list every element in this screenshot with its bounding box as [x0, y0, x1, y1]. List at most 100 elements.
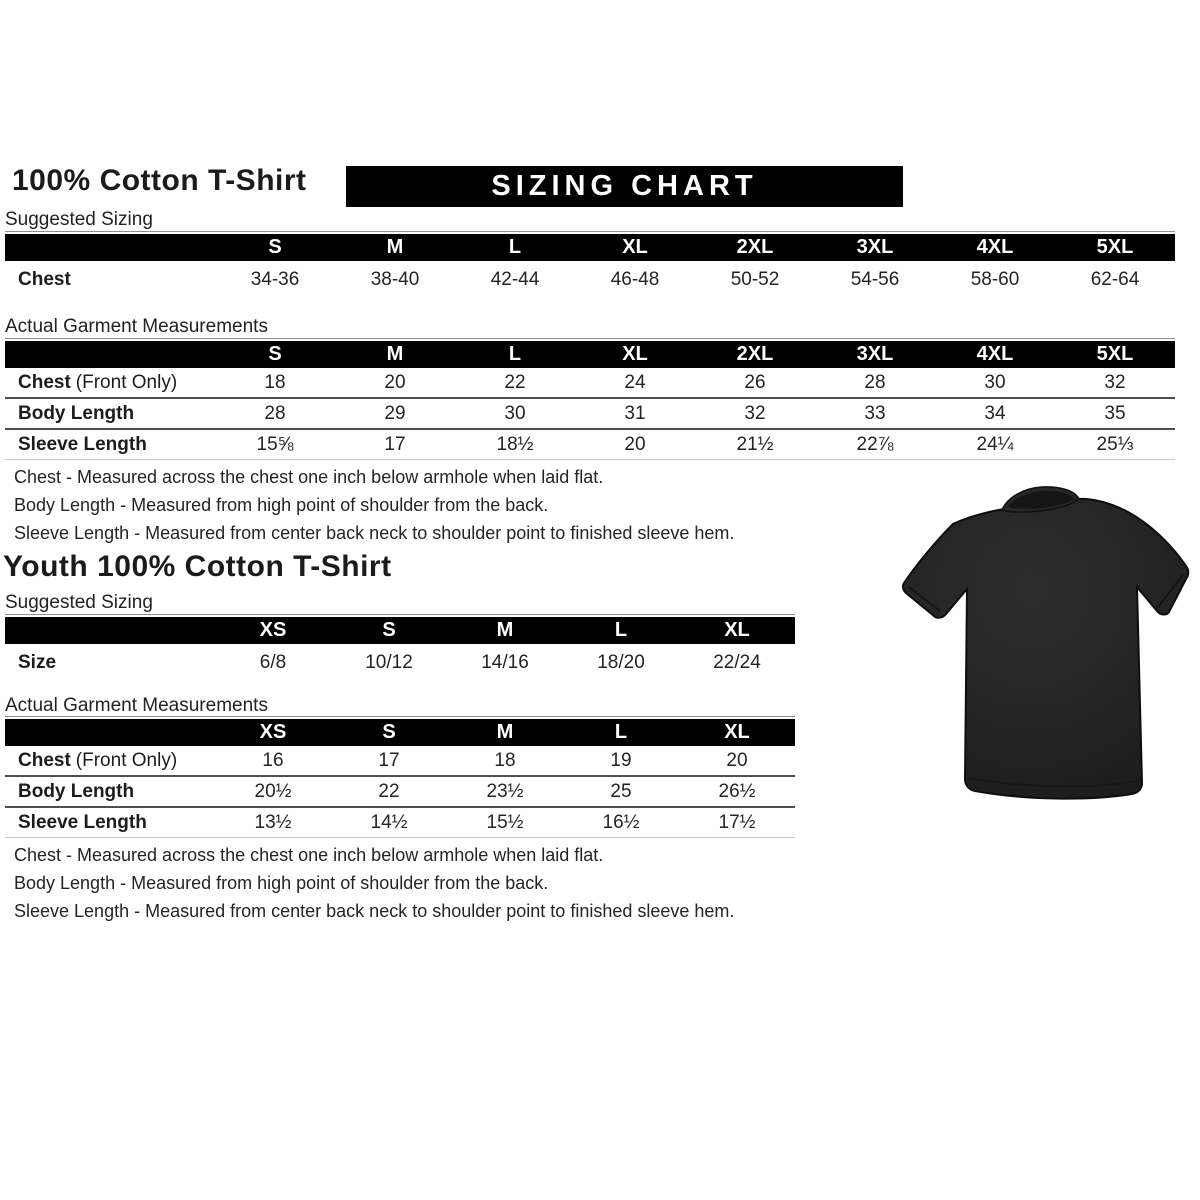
cell: 31: [575, 397, 695, 429]
cell: 18: [494, 749, 516, 771]
column-header: XS: [215, 719, 331, 746]
cell: 20: [575, 428, 695, 460]
cell: 17: [378, 749, 400, 771]
cell: 30: [455, 397, 575, 429]
column-header: S: [215, 234, 335, 261]
cell: 34: [935, 397, 1055, 429]
header-spacer: [5, 341, 215, 368]
cell: 24: [624, 371, 646, 393]
youth-actual-header-row: XS S M L XL: [5, 719, 795, 746]
cell: 32: [1104, 371, 1126, 393]
cell: 10/12: [365, 651, 413, 673]
cell: 50-52: [730, 268, 780, 290]
row-label: Chest (Front Only): [18, 371, 178, 393]
youth-suggested-header-row: XS S M L XL: [5, 617, 795, 644]
cell: 38-40: [370, 268, 420, 290]
column-header: L: [455, 234, 575, 261]
column-header: 3XL: [815, 341, 935, 368]
column-header: M: [447, 719, 563, 746]
column-header: M: [447, 617, 563, 644]
cell: 16: [262, 749, 284, 771]
cell: 15⅝: [215, 428, 335, 460]
cell: 33: [815, 397, 935, 429]
column-header: XS: [215, 617, 331, 644]
column-header: 2XL: [695, 341, 815, 368]
note-sleeve-length: Sleeve Length - Measured from center bac…: [14, 523, 735, 543]
column-header: XL: [679, 719, 795, 746]
column-header: S: [215, 341, 335, 368]
adult-sleeve-length-row: Sleeve Length 15⅝ 17 18½ 20 21½ 22⅞ 24¼ …: [5, 428, 1175, 460]
sizing-chart-banner: SIZING CHART: [346, 166, 903, 207]
cell: 54-56: [850, 268, 900, 290]
note-chest: Chest - Measured across the chest one in…: [14, 845, 604, 865]
cell: 25: [563, 775, 679, 807]
note-sleeve-length: Sleeve Length - Measured from center bac…: [14, 901, 735, 921]
header-spacer: [5, 617, 215, 644]
adult-measurement-notes: Chest - Measured across the chest one in…: [14, 463, 734, 547]
cell: 18: [264, 371, 286, 393]
cell: 20: [726, 749, 748, 771]
cell: 15½: [447, 806, 563, 838]
column-header: L: [563, 617, 679, 644]
header-spacer: [5, 234, 215, 261]
adult-suggested-chest-row: Chest 34-36 38-40 42-44 46-48 50-52 54-5…: [5, 261, 1175, 298]
column-header: 5XL: [1055, 234, 1175, 261]
cell: 28: [864, 371, 886, 393]
note-body-length: Body Length - Measured from high point o…: [14, 873, 549, 893]
cell: 24¼: [935, 428, 1055, 460]
column-header: 4XL: [935, 234, 1055, 261]
cell: 46-48: [610, 268, 660, 290]
column-header: 4XL: [935, 341, 1055, 368]
row-label: Chest: [18, 268, 71, 290]
youth-suggested-table: XS S M L XL Size 6/8 10/12 14/16 18/20 2…: [5, 614, 795, 681]
cell: 23½: [447, 775, 563, 807]
cell: 22: [331, 775, 447, 807]
row-label: Body Length: [5, 775, 215, 807]
cell: 20: [384, 371, 406, 393]
page-title: 100% Cotton T-Shirt: [12, 164, 307, 197]
column-header: L: [563, 719, 679, 746]
cell: 30: [984, 371, 1006, 393]
cell: 25⅓: [1055, 428, 1175, 460]
black-tshirt-graphic: [901, 486, 1190, 800]
youth-measurement-notes: Chest - Measured across the chest one in…: [14, 841, 734, 925]
youth-size-row: Size 6/8 10/12 14/16 18/20 22/24: [5, 644, 795, 681]
cell: 17½: [679, 806, 795, 838]
column-header: 5XL: [1055, 341, 1175, 368]
cell: 14½: [331, 806, 447, 838]
cell: 16½: [563, 806, 679, 838]
cell: 6/8: [259, 651, 287, 673]
header-spacer: [5, 719, 215, 746]
column-header: 2XL: [695, 234, 815, 261]
adult-body-length-row: Body Length 28 29 30 31 32 33 34 35: [5, 397, 1175, 429]
youth-suggested-sizing-label: Suggested Sizing: [5, 592, 153, 613]
youth-sleeve-length-row: Sleeve Length 13½ 14½ 15½ 16½ 17½: [5, 806, 795, 838]
cell: 18½: [455, 428, 575, 460]
column-header: L: [455, 341, 575, 368]
cell: 19: [610, 749, 632, 771]
tshirt-photo: [894, 483, 1194, 817]
cell: 14/16: [481, 651, 529, 673]
column-header: 3XL: [815, 234, 935, 261]
youth-body-length-row: Body Length 20½ 22 23½ 25 26½: [5, 775, 795, 807]
adult-suggested-table: S M L XL 2XL 3XL 4XL 5XL Chest 34-36 38-…: [5, 231, 1175, 298]
adult-actual-header-row: S M L XL 2XL 3XL 4XL 5XL: [5, 341, 1175, 368]
youth-actual-table: XS S M L XL Chest (Front Only) 16 17 18 1…: [5, 716, 795, 838]
row-label: Sleeve Length: [5, 806, 215, 838]
youth-title: Youth 100% Cotton T-Shirt: [3, 550, 392, 583]
cell: 21½: [695, 428, 815, 460]
cell: 17: [335, 428, 455, 460]
row-label: Size: [18, 651, 57, 673]
cell: 28: [215, 397, 335, 429]
adult-actual-table: S M L XL 2XL 3XL 4XL 5XL Chest (Front Onl…: [5, 338, 1175, 460]
cell: 18/20: [597, 651, 645, 673]
youth-chest-row: Chest (Front Only) 16 17 18 19 20: [5, 746, 795, 776]
cell: 22: [504, 371, 526, 393]
row-label: Body Length: [5, 397, 215, 429]
row-label: Chest (Front Only): [18, 749, 178, 771]
cell: 32: [695, 397, 815, 429]
cell: 58-60: [970, 268, 1020, 290]
cell: 42-44: [490, 268, 540, 290]
row-label: Sleeve Length: [5, 428, 215, 460]
column-header: XL: [575, 234, 695, 261]
